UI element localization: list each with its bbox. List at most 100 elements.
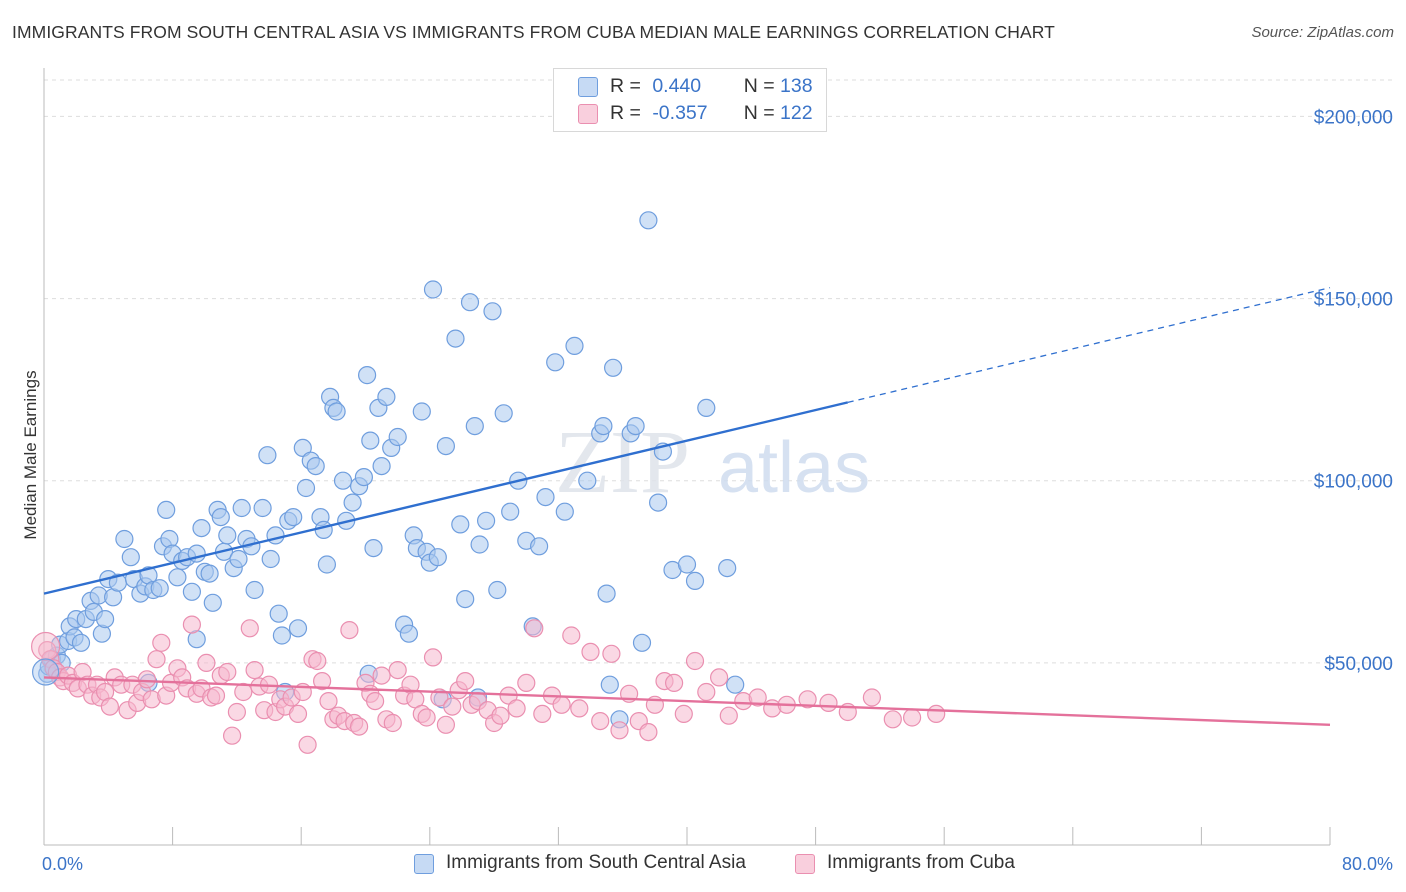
point-cuba [197,653,216,673]
point-south-central-asia [632,633,652,652]
point-cuba [748,688,767,707]
point-south-central-asia [697,398,716,417]
stats-legend: R = 0.440 N = 138 R = -0.357 N = 122 [553,68,827,132]
trend-line-south-central-asia [43,401,849,595]
point-south-central-asia [451,515,470,534]
bottom-legend-swatch-pink [795,854,815,874]
point-cuba [552,695,571,714]
point-cuba [423,648,443,667]
point-cuba [664,673,684,693]
point-south-central-asia [726,675,745,694]
point-cuba [591,711,610,731]
point-south-central-asia [121,548,140,567]
point-south-central-asia [603,358,623,377]
point-south-central-asia [261,549,280,569]
point-cuba [350,717,369,736]
source-credit: Source: ZipAtlas.com [1251,24,1394,41]
point-cuba [819,693,838,713]
point-south-central-asia [200,564,219,583]
point-cuba [436,715,455,734]
point-cuba [313,671,332,691]
point-south-central-asia [32,658,60,686]
legend-n-label: N = [743,75,775,97]
point-cuba [340,620,359,640]
point-south-central-asia [218,526,237,545]
point-south-central-asia [412,402,431,421]
legend-n-value: 138 [780,75,813,97]
point-cuba [697,682,716,702]
point-cuba [456,671,475,691]
point-south-central-asia [494,404,513,423]
point-south-central-asia [333,471,353,490]
legend-r-label: R = [610,75,641,97]
point-south-central-asia [639,211,658,230]
point-south-central-asia [229,549,248,569]
point-south-central-asia [272,626,291,645]
point-cuba [639,722,658,742]
point-cuba [798,690,817,709]
point-cuba [137,670,156,689]
legend-r-value: 0.440 [652,75,702,97]
point-cuba [245,660,264,680]
point-south-central-asia [423,280,443,299]
point-cuba [388,660,407,680]
point-south-central-asia [288,619,308,638]
point-south-central-asia [399,624,418,643]
point-cuba [366,691,385,711]
legend-n-label: N = [743,102,775,124]
watermark-zip: ZIP [555,413,690,512]
point-south-central-asia [529,537,549,556]
point-south-central-asia [555,502,574,521]
point-cuba [319,691,338,711]
point-south-central-asia [232,498,251,518]
point-south-central-asia [648,493,668,512]
gridlines [44,79,1395,664]
point-cuba [234,682,253,702]
point-south-central-asia [488,580,507,600]
point-south-central-asia [718,558,737,578]
point-cuba [218,662,237,682]
point-cuba [152,633,171,652]
y-tick-label: $150,000 [1314,290,1393,311]
point-south-central-asia [364,538,383,558]
point-south-central-asia [483,302,502,321]
point-cuba [525,619,544,638]
point-cuba [883,710,902,729]
point-cuba [206,686,226,705]
point-cuba [417,708,436,727]
point-cuba [308,651,327,671]
point-south-central-asia [258,446,277,465]
point-cuba [31,631,61,662]
point-cuba [383,713,402,733]
point-cuba [298,735,317,754]
point-south-central-asia [536,488,555,507]
chart-title: IMMIGRANTS FROM SOUTH CENTRAL ASIA VS IM… [12,22,1055,42]
point-cuba [685,651,705,671]
point-cuba [902,708,922,727]
point-cuba [862,688,882,707]
legend-swatch-blue [578,77,598,97]
point-south-central-asia [317,555,336,574]
point-south-central-asia [192,518,211,538]
point-cuba [100,697,120,716]
watermark: ZIP atlas [555,413,870,512]
point-south-central-asia [565,336,584,355]
bottom-legend-label: Immigrants from South Central Asia [446,852,746,873]
trend-line-cuba [43,676,1331,726]
point-cuba [562,626,581,645]
point-cuba [602,644,621,663]
point-south-central-asia [245,580,264,600]
point-south-central-asia [446,329,465,348]
point-south-central-asia [266,526,285,545]
point-cuba [533,704,552,724]
point-south-central-asia [327,402,346,421]
legend-n-value: 122 [780,102,813,124]
point-south-central-asia [211,507,230,527]
point-south-central-asia [470,535,489,554]
y-tick-label: $100,000 [1314,472,1393,493]
point-south-central-asia [150,579,169,598]
watermark-atlas: atlas [718,428,870,508]
point-south-central-asia [253,498,272,518]
axes [43,68,1331,846]
point-cuba [443,697,462,716]
